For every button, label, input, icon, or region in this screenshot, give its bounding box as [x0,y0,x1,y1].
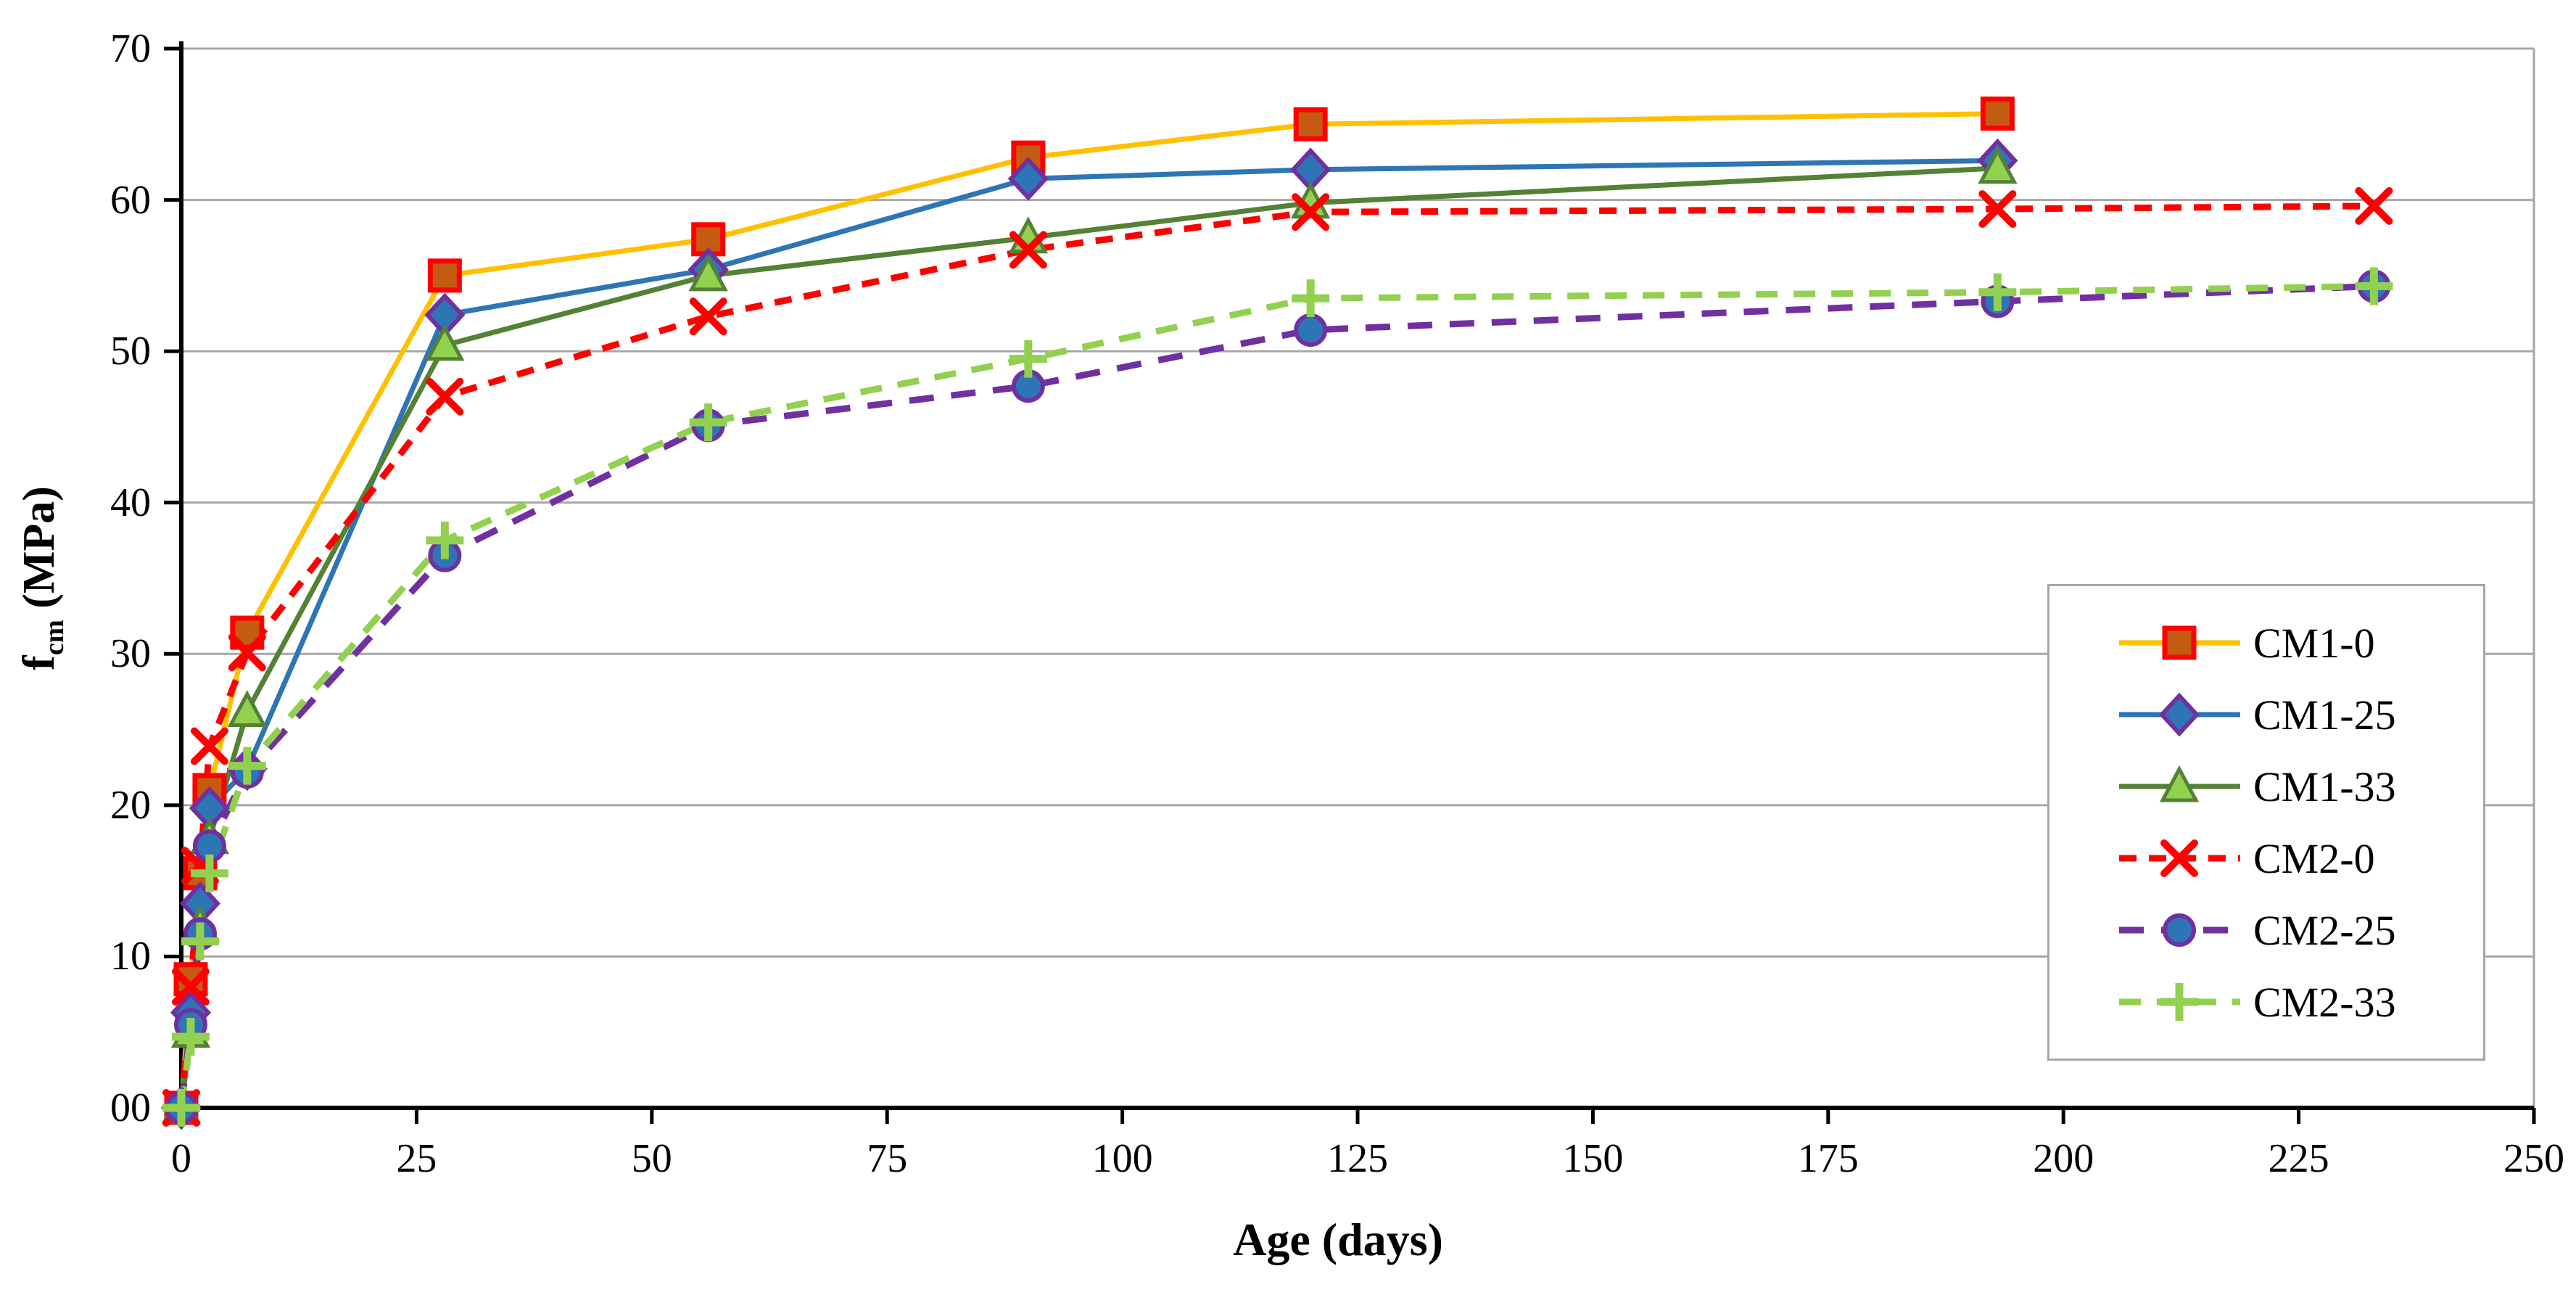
legend-label-CM1-25: CM1-25 [2253,691,2396,739]
series-line-CM2-33 [178,282,2374,1109]
legend-label-CM2-25: CM2-25 [2253,906,2396,954]
y-tick-label-60: 60 [110,177,151,223]
x-tick-label-200: 200 [2033,1136,2094,1181]
data-point-CM2-25-120d [1294,313,1328,347]
y-axis-title: fcm (MPa) [14,486,70,670]
data-point-CM2-33-7d [228,747,266,785]
y-tick-label-20: 20 [110,782,151,828]
legend-swatch-CM2-33 [2119,983,2240,1021]
legend-item-CM1-33: CM1-33 [2116,761,2476,812]
x-tick-label-25: 25 [396,1136,437,1181]
data-point-CM2-33-2d [181,922,219,961]
data-point-CM1-0-120d [1293,107,1328,141]
y-axis-symbol: f [14,655,64,670]
y-axis-unit: (MPa) [14,486,64,620]
x-tick-label-125: 125 [1327,1136,1388,1181]
legend-item-CM1-25: CM1-25 [2116,689,2476,740]
data-point-CM2-0-3d [190,727,228,765]
data-point-CM2-33-233d [2355,267,2393,305]
y-tick-label-00: 00 [110,1085,151,1130]
legend-item-CM2-0: CM2-0 [2116,833,2476,884]
y-tick-label-40: 40 [110,480,151,525]
x-tick-label-175: 175 [1797,1136,1859,1181]
x-tick-label-0: 0 [171,1136,191,1181]
y-tick-label-10: 10 [110,934,151,979]
series-line-CM2-0 [178,202,2374,1109]
data-point-CM2-33-56d [689,403,727,442]
legend-marker-CM1-25 [2158,692,2200,737]
data-point-CM1-0-28d [427,258,462,293]
x-tick-label-225: 225 [2268,1136,2329,1181]
legend-swatch-CM1-25 [2119,692,2240,737]
data-point-CM2-0-90d [1009,231,1047,269]
legend-swatch-CM2-25 [2119,913,2240,947]
data-point-CM2-0-1d [171,968,210,1006]
data-point-CM1-33-7d [227,690,268,728]
data-point-CM1-33-28d [425,324,465,361]
legend-label-CM2-0: CM2-0 [2253,834,2375,882]
legend-marker-CM2-25 [2163,913,2196,947]
legend-item-CM1-0: CM1-0 [2116,617,2476,668]
data-point-CM2-0-28d [426,377,464,416]
data-point-CM2-33-1d [171,1017,210,1056]
x-tick-label-75: 75 [867,1136,908,1181]
legend-label-CM2-33: CM2-33 [2253,978,2396,1026]
data-point-CM2-33-3d [190,854,228,892]
data-point-CM1-25-90d [1007,156,1049,201]
y-tick-label-70: 70 [110,26,151,71]
data-point-CM1-0-193d [1980,96,2015,131]
data-point-CM2-33-28d [426,521,464,559]
legend-swatch-CM1-33 [2119,765,2240,802]
data-point-CM2-0-120d [1292,193,1330,231]
x-tick-label-250: 250 [2503,1136,2564,1181]
data-point-CM2-0-56d [689,297,727,336]
data-point-CM1-33-193d [1978,147,2018,184]
legend-box: CM1-0 CM1-25 CM1-33 CM2-0 CM2-25 CM2-33 [2047,584,2485,1061]
legend-item-CM2-25: CM2-25 [2116,905,2476,955]
legend-swatch-CM1-0 [2119,625,2240,660]
legend-marker-CM1-0 [2162,625,2197,660]
data-point-CM2-0-7d [228,633,266,672]
x-axis-title: Age (days) [1233,1214,1443,1265]
series-line-CM2-25 [178,282,2374,1109]
y-tick-label-50: 50 [110,329,151,374]
x-tick-label-50: 50 [631,1136,672,1181]
legend-marker-CM2-33 [2160,983,2198,1021]
data-point-CM2-0-233d [2355,186,2393,225]
legend-label-CM1-33: CM1-33 [2253,763,2396,810]
data-point-CM2-0-193d [1978,190,2017,229]
legend-label-CM1-0: CM1-0 [2253,619,2375,667]
data-point-CM2-33-120d [1292,279,1330,318]
legend-swatch-CM2-0 [2119,839,2240,877]
data-point-CM1-33-56d [688,254,728,292]
legend-item-CM2-33: CM2-33 [2116,977,2476,1027]
data-point-CM2-33-0d [162,1089,200,1127]
data-point-CM2-33-90d [1009,340,1047,378]
legend-marker-CM1-33 [2159,765,2200,802]
x-tick-label-100: 100 [1091,1136,1153,1181]
x-tick-label-150: 150 [1562,1136,1624,1181]
legend-marker-CM2-0 [2160,839,2198,877]
y-axis-subscript: cm [39,620,70,656]
y-tick-label-30: 30 [110,631,151,677]
data-point-CM2-33-193d [1978,273,2017,311]
